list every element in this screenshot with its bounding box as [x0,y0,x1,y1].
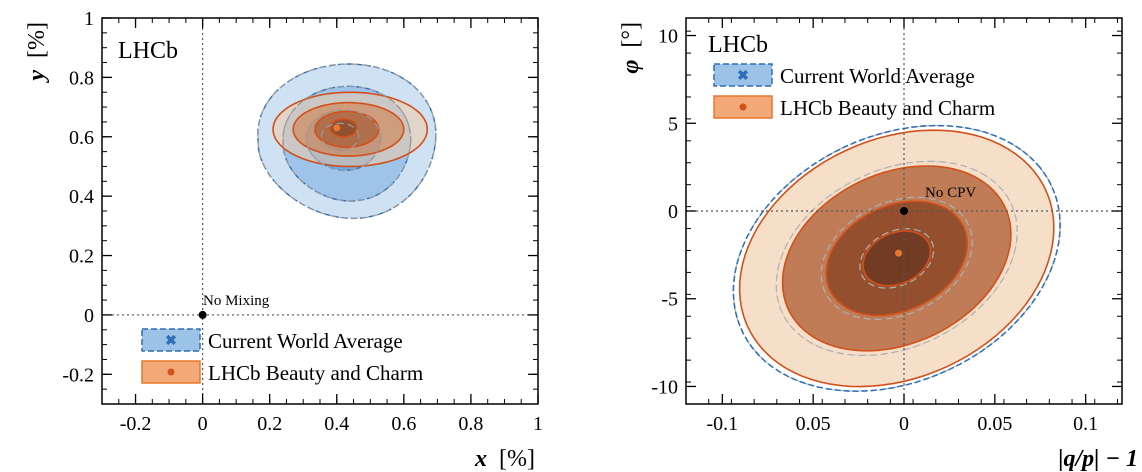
right-y-tick-label: -5 [661,289,678,311]
left-y-tick-label: 0 [84,305,94,327]
right-legend-marker-x-icon: ✖ [737,69,749,84]
left-legend-marker-x-icon: ✖ [165,334,177,349]
left-x-tick-labels: -0.2 0 0.2 0.4 0.6 0.8 1 [120,413,543,435]
right-legend-entry-lhcb: LHCb Beauty and Charm [713,95,995,120]
left-x-axis-label: x [%] [474,446,535,472]
right-lhcb-contour-1 [862,230,932,287]
left-y-axis-label: y [%] [24,22,50,84]
left-experiment-label: LHCb [118,38,178,64]
right-x-tick-label: 0.1 [1073,413,1098,435]
right-y-tick-label: 10 [658,26,678,48]
right-x-tick-label: -0.1 [706,413,738,435]
panel-right: -0.1 0.05 0 0.05 0.1 -10 -5 0 5 10 LHCb No CPV |… [618,17,1138,472]
right-lhcb-best-fit-point [895,249,903,257]
right-reference-label: No CPV [925,185,976,201]
left-x-axis-name: x [474,446,487,472]
right-x-tick-label: 0.05 [977,413,1012,435]
left-reference-label: No Mixing [203,293,270,309]
left-legend-entry-world-average: ✖ Current World Average [141,328,403,353]
left-y-axis-name: y [24,70,50,84]
left-world-average-overlay-1 [321,122,360,152]
right-world-average-overlay-2 [820,196,973,320]
right-y-tick-label: 0 [668,201,678,223]
right-y-tick-label: -10 [651,376,678,398]
right-y-axis-name: φ [618,60,644,74]
right-x-tick-labels: -0.1 0.05 0 0.05 0.1 [706,413,1098,435]
left-legend-label-world-average: Current World Average [208,329,403,353]
right-x-tick-label: 0 [899,413,909,435]
left-world-average-overlay-3 [282,85,412,202]
left-y-tick-label: 0.4 [69,186,94,208]
right-legend-label-lhcb: LHCb Beauty and Charm [780,96,995,120]
right-experiment-label: LHCb [708,32,768,58]
right-legend-entry-world-average: ✖ Current World Average [713,63,975,88]
left-contours [257,63,437,220]
left-x-axis-unit: [%] [499,446,535,472]
left-x-tick-label: 1 [533,413,543,435]
left-x-tick-label: 0.2 [257,413,282,435]
right-ticks [685,18,1122,405]
right-y-tick-label: 5 [668,113,678,135]
right-legend-label-world-average: Current World Average [780,64,975,88]
left-legend-swatch-world-average [141,328,201,352]
right-x-tick-label: 0.05 [796,413,831,435]
right-legend: ✖ Current World Average LHCb Beauty and … [713,63,995,120]
left-y-tick-label: 1 [84,8,94,30]
left-legend-entry-lhcb: LHCb Beauty and Charm [141,360,423,385]
left-x-tick-label: -0.2 [120,413,152,435]
right-x-axis-label: |q/p| − 1 [1058,446,1138,472]
right-world-average-overlay-3 [775,160,1018,356]
right-y-axis-label: φ [°] [618,22,644,74]
left-y-tick-label: 0.6 [69,127,94,149]
left-reference-point [198,310,207,319]
right-legend-marker-dot-icon [739,103,747,111]
left-y-axis-unit: [%] [24,22,50,58]
left-y-tick-label: -0.2 [62,364,94,386]
left-y-tick-label: 0.2 [69,246,94,268]
right-y-tick-labels: -10 -5 0 5 10 [651,26,678,399]
left-x-tick-label: 0.8 [458,413,483,435]
right-legend-swatch-world-average [713,63,773,87]
left-legend: ✖ Current World Average LHCb Beauty and … [141,328,423,385]
left-lhcb-best-fit-point [333,124,341,132]
right-world-average-overlay-1 [859,228,935,289]
left-reference-lines [102,18,538,404]
left-x-tick-label: 0.6 [391,413,416,435]
left-ticks [101,17,539,405]
panel-left: -0.2 0 0.2 0.4 0.6 0.8 1 -0.2 0 0.2 0.4 0.6 0.8 1 LH… [24,8,543,472]
left-y-tick-labels: -0.2 0 0.2 0.4 0.6 0.8 1 [62,8,94,386]
right-world-average-outer-dashed [732,124,1061,392]
left-world-average-overlay-4 [257,63,437,220]
left-x-tick-label: 0.4 [324,413,349,435]
right-reference-lines [686,18,1122,404]
right-contours [732,124,1061,392]
left-x-tick-label: 0 [198,413,208,435]
left-y-tick-label: 0.8 [69,67,94,89]
left-legend-marker-dot-icon [167,368,175,376]
right-y-axis-unit: [°] [618,22,644,48]
left-world-average-overlay-2 [305,109,381,171]
left-legend-label-lhcb: LHCb Beauty and Charm [208,361,423,385]
right-reference-point [900,207,908,215]
